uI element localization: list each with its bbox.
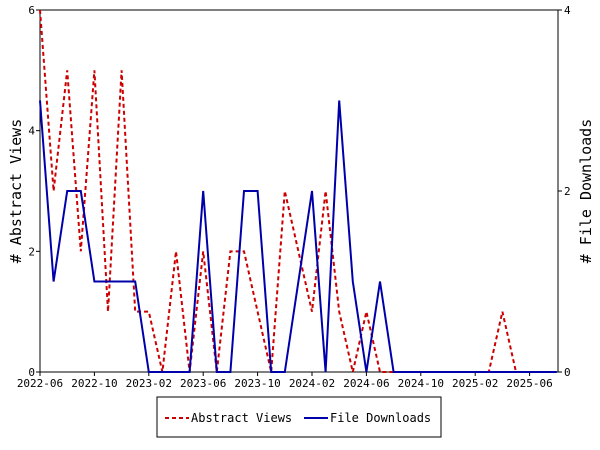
x-tick-label: 2025-06 bbox=[506, 377, 552, 390]
y-right-tick-label: 4 bbox=[564, 4, 571, 17]
y-left-tick-label: 0 bbox=[28, 366, 35, 379]
x-tick-label: 2024-10 bbox=[398, 377, 444, 390]
x-tick-label: 2023-06 bbox=[180, 377, 226, 390]
legend-label-abstract-views: Abstract Views bbox=[191, 411, 292, 425]
x-tick-label: 2024-02 bbox=[289, 377, 335, 390]
legend: Abstract Views File Downloads bbox=[156, 396, 442, 438]
y-left-tick-label: 4 bbox=[28, 125, 35, 138]
x-tick-label: 2022-06 bbox=[17, 377, 63, 390]
series-line-abstract-views bbox=[39, 9, 557, 373]
x-tick-label: 2025-02 bbox=[452, 377, 498, 390]
y-left-axis-label: # Abstract Views bbox=[7, 119, 25, 264]
y-left-axis: 0 2 4 6 bbox=[28, 4, 40, 379]
x-axis: 2022-06 2022-10 2023-02 2023-06 2023-10 2024-… bbox=[17, 372, 553, 390]
series-lines bbox=[39, 9, 557, 373]
x-tick-label: 2023-02 bbox=[126, 377, 172, 390]
y-left-tick-label: 6 bbox=[28, 4, 35, 17]
x-tick-label: 2022-10 bbox=[71, 377, 117, 390]
plot-frame bbox=[39, 9, 559, 373]
legend-box bbox=[156, 396, 442, 438]
y-left-tick-label: 2 bbox=[28, 245, 35, 258]
y-right-axis: 0 2 4 bbox=[558, 4, 571, 379]
y-right-tick-label: 0 bbox=[564, 366, 571, 379]
x-tick-label: 2024-06 bbox=[343, 377, 389, 390]
y-right-axis-label: # File Downloads bbox=[577, 119, 595, 264]
y-right-tick-label: 2 bbox=[564, 185, 571, 198]
legend-label-file-downloads: File Downloads bbox=[330, 411, 431, 425]
x-tick-label: 2023-10 bbox=[234, 377, 280, 390]
